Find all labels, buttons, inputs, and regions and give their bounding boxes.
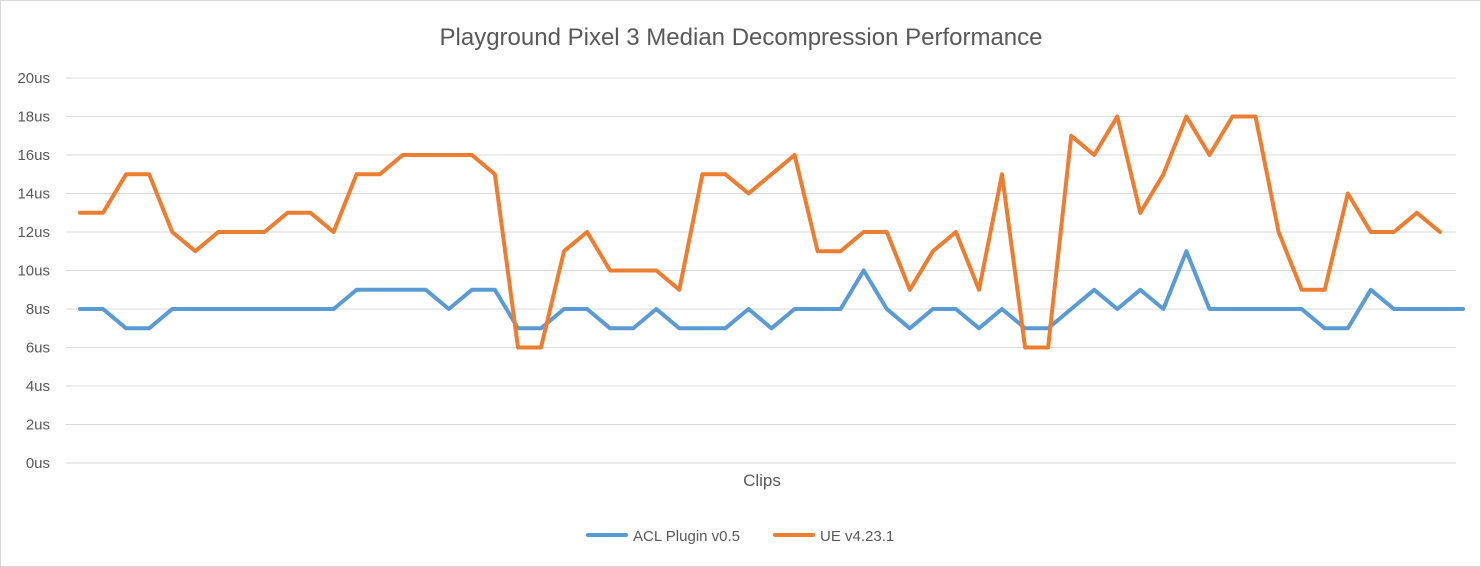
- series-lines: [78, 114, 1465, 350]
- y-axis-ticks: 0us 2us 4us 6us 8us 10us 12us 14us 16us 18us 20us: [17, 70, 50, 472]
- y-tick-label: 14us: [17, 186, 50, 203]
- y-tick-label: 2us: [26, 417, 50, 434]
- y-tick-label: 10us: [17, 263, 50, 280]
- y-tick-label: 18us: [17, 109, 50, 126]
- legend-label: ACL Plugin v0.5: [633, 528, 740, 545]
- legend-label: UE v4.23.1: [820, 528, 894, 545]
- y-tick-label: 16us: [17, 147, 50, 164]
- y-tick-label: 20us: [17, 70, 50, 87]
- x-axis-title: Clips: [743, 471, 781, 490]
- y-tick-label: 4us: [26, 378, 50, 395]
- y-tick-label: 8us: [26, 301, 50, 318]
- grid-lines: [66, 77, 1456, 464]
- y-tick-label: 6us: [26, 340, 50, 357]
- series-line-2: [78, 114, 1442, 350]
- chart-title: Playground Pixel 3 Median Decompression …: [440, 24, 1043, 51]
- series-line-1: [78, 249, 1465, 331]
- y-tick-label: 0us: [26, 455, 50, 472]
- y-tick-label: 12us: [17, 224, 50, 241]
- legend: ACL Plugin v0.5 UE v4.23.1: [586, 528, 894, 545]
